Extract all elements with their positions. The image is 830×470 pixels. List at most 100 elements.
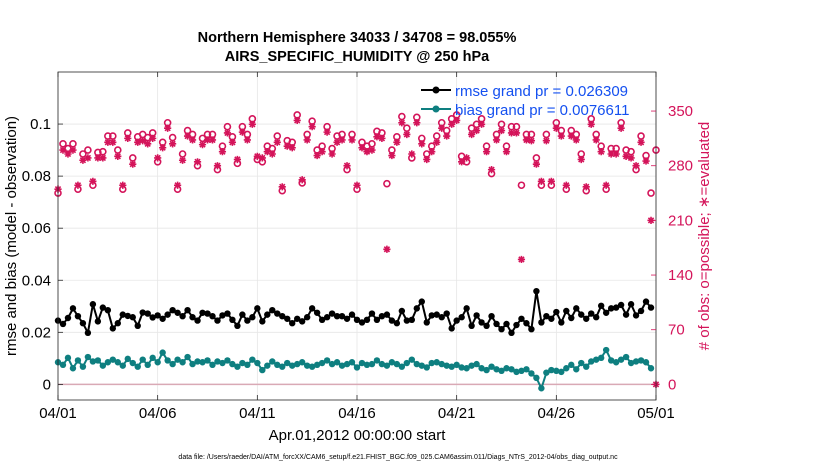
obs-evaluated-point [99,154,107,162]
x-tick-label: 04/11 [239,405,275,422]
bias-point [64,354,72,362]
rmse-point [284,315,291,322]
y2-tick-label: 140 [668,267,693,284]
rmse-point [189,314,196,321]
bias-point [313,361,321,369]
obs-evaluated-point [139,137,147,145]
obs-evaluated-point [154,154,162,162]
rmse-point [179,312,186,320]
rmse-point [244,317,251,324]
obs-evaluated-point [233,155,241,164]
bias-point [94,357,102,364]
obs-evaluated-point [174,181,182,189]
obs-evaluated-point [642,157,650,165]
rmse-point [478,319,485,326]
obs-evaluated-point [497,126,506,135]
obs-evaluated-point [627,154,635,162]
rmse-point [144,310,151,317]
obs-evaluated-point [338,136,346,144]
rmse-point [578,311,585,318]
bias-point [358,359,366,367]
rmse-point [239,311,246,318]
obs-evaluated-point [413,119,421,127]
rmse-point [508,329,515,337]
obs-possible-point [647,189,655,197]
bias-point [483,366,490,374]
rmse-point [259,318,266,325]
bias-point [264,362,271,369]
bias-point [134,363,141,370]
obs-evaluated-point [318,148,326,156]
obs-evaluated-point [293,116,301,125]
obs-evaluated-point [587,120,595,128]
x-axis-ticks: 04/01 04/06 04/11 04/16 04/21 04/26 05/01 [39,72,675,422]
rmse-point [338,312,346,320]
rmse-point [523,320,530,327]
obs-evaluated-point [268,150,276,158]
rmse-point [149,314,156,321]
rmse-point [647,304,655,311]
rmse-point [114,320,122,327]
rmse-point [443,310,450,317]
bias-point [184,353,191,361]
rmse-point [194,317,201,324]
obs-evaluated-point [263,148,271,156]
legend-bias-label: bias grand pr = 0.0076611 [455,102,629,119]
bias-point [164,357,171,364]
obs-evaluated-point [527,137,536,145]
bias-point [448,363,455,370]
bias-point [214,358,221,365]
bias-point [269,358,276,365]
rmse-point [602,309,610,316]
rmse-point [289,320,296,327]
bias-point [279,363,286,370]
rmse-point [632,312,640,319]
obs-evaluated-point [129,160,137,168]
rmse-point [308,305,316,312]
rmse-point [84,329,92,337]
rmse-point [363,316,371,324]
y-axis-label: rmse and bias (model - observation) [3,116,20,356]
chart-subtitle: AIRS_SPECIFIC_HUMIDITY @ 250 hPa [225,49,490,65]
bias-point [597,354,605,362]
rmse-point [373,316,381,324]
bias-point [408,356,416,363]
legend-rmse-marker [432,86,440,94]
bias-point [473,360,480,368]
obs-evaluated-point [159,144,167,152]
bias-point [538,385,545,392]
bias-point [109,356,117,363]
rmse-point [368,310,376,317]
bias-point [443,362,450,369]
rmse-point [348,311,356,318]
obs-evaluated-point [433,138,441,146]
obs-evaluated-point [378,134,386,142]
x-tick-label: 05/01 [637,405,675,422]
obs-evaluated-point [607,150,615,158]
rmse-point [64,314,72,322]
obs-possible-point [517,181,526,190]
obs-evaluated-point [164,124,172,132]
bias-point [254,359,261,367]
rmse-point [279,312,286,320]
x-tick-label: 04/06 [139,405,177,422]
obs-evaluated-point [507,129,516,137]
bias-point [244,361,251,369]
bias-point [79,363,87,370]
rmse-point [358,319,366,326]
obs-evaluated-point [517,255,526,264]
bias-point [144,361,151,369]
rmse-point [513,321,520,329]
y-tick-label: 0 [43,376,51,393]
bias-point [348,359,356,366]
obs-evaluated-point [84,154,92,162]
obs-evaluated-point [253,152,261,160]
obs-evaluated-point [248,120,256,128]
bias-point [298,359,306,366]
obs-evaluated-point [79,156,87,164]
rmse-point [588,310,595,317]
chart-title: Northern Hemisphere 34033 / 34708 = 98.0… [198,30,517,46]
rmse-point [89,301,97,308]
rmse-point [622,311,630,318]
obs-evaluated-point [567,132,575,140]
